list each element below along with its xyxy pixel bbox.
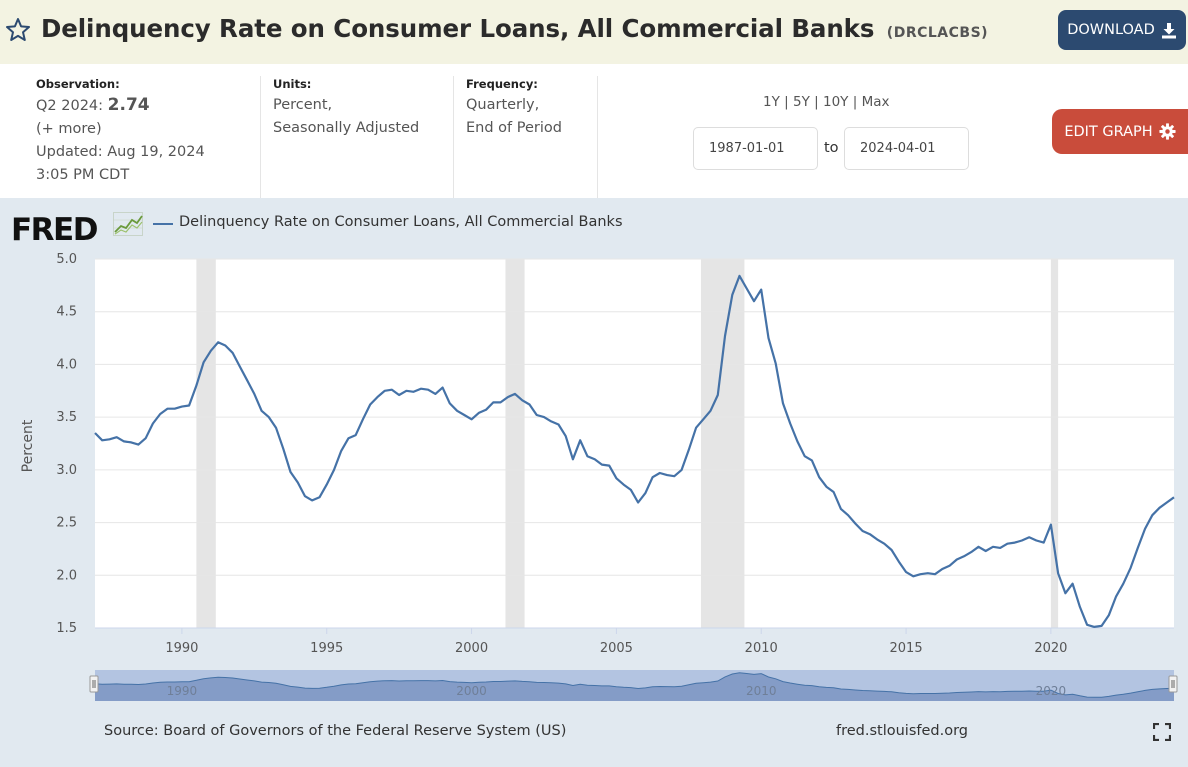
navigator-series-line	[94, 672, 1175, 698]
frequency-block: Frequency: Quarterly, End of Period	[466, 76, 562, 140]
series-meta: Observation: Q2 2024: 2.74 (+ more) Upda…	[0, 64, 1188, 198]
fred-url[interactable]: fred.stlouisfed.org	[836, 723, 969, 739]
series-title: Delinquency Rate on Consumer Loans, All …	[41, 14, 875, 43]
start-date-input[interactable]: 1987-01-01	[693, 127, 818, 170]
y-tick-label: 2.0	[56, 568, 77, 583]
divider	[453, 76, 454, 198]
range-links: 1Y | 5Y | 10Y | Max	[763, 94, 890, 110]
observation-line: Q2 2024: 2.74	[36, 94, 205, 118]
range-5y[interactable]: 5Y	[793, 94, 810, 110]
x-tick-label: 2010	[745, 641, 778, 656]
range-max[interactable]: Max	[861, 94, 890, 110]
units-block: Units: Percent, Seasonally Adjusted	[273, 76, 419, 140]
divider	[597, 76, 598, 198]
title-bar: Delinquency Rate on Consumer Loans, All …	[0, 0, 1188, 64]
navigator-label: 1990	[167, 684, 198, 698]
observation-period: Q2 2024:	[36, 98, 104, 114]
recession-band	[505, 259, 525, 628]
y-tick-label: 3.0	[56, 463, 77, 478]
end-date-input[interactable]: 2024-04-01	[844, 127, 969, 170]
x-tick-label: 2020	[1034, 641, 1067, 656]
y-tick-label: 4.0	[56, 357, 77, 372]
units-label: Units:	[273, 77, 312, 91]
navigator-series-area	[95, 672, 1174, 701]
navigator-handle[interactable]	[1168, 675, 1178, 693]
x-tick-label: 2015	[890, 641, 923, 656]
range-1y[interactable]: 1Y	[763, 94, 780, 110]
observation-label: Observation:	[36, 77, 120, 91]
plot-background	[95, 259, 1174, 628]
recession-band	[196, 259, 216, 628]
navigator-label: 2010	[746, 684, 777, 698]
range-separator: |	[784, 94, 789, 110]
graph-area: FRED Delinquency Rate on Consumer Loans,…	[0, 198, 1188, 767]
y-tick-label: 3.5	[56, 410, 77, 425]
more-link[interactable]: (+ more)	[36, 121, 102, 137]
y-tick-label: 1.5	[56, 621, 77, 636]
range-separator: |	[814, 94, 819, 110]
source-text: Source: Board of Governors of the Federa…	[104, 723, 567, 739]
edit-graph-label: EDIT GRAPH	[1064, 123, 1153, 140]
fred-graph-icon	[113, 212, 143, 236]
x-tick-label: 2005	[600, 641, 633, 656]
frequency-label: Frequency:	[466, 77, 538, 91]
divider	[260, 76, 261, 198]
series-line	[94, 274, 1175, 628]
frequency-line1: Quarterly,	[466, 97, 540, 113]
y-tick-label: 5.0	[56, 252, 77, 267]
x-tick-label: 1995	[310, 641, 343, 656]
fred-logo: FRED	[11, 212, 98, 248]
star-icon[interactable]	[5, 17, 31, 43]
fullscreen-icon[interactable]	[1153, 723, 1171, 741]
navigator-label: 2000	[456, 684, 487, 698]
to-label: to	[824, 140, 839, 156]
edit-graph-button[interactable]: EDIT GRAPH	[1052, 109, 1188, 154]
range-10y[interactable]: 10Y	[823, 94, 849, 110]
frequency-line2: End of Period	[466, 120, 562, 136]
legend-swatch	[153, 223, 173, 225]
download-icon	[1161, 22, 1176, 38]
range-separator: |	[852, 94, 858, 110]
legend-label: Delinquency Rate on Consumer Loans, All …	[179, 214, 623, 230]
page-title: Delinquency Rate on Consumer Loans, All …	[41, 14, 988, 43]
y-tick-label: 2.5	[56, 516, 77, 531]
updated-time: 3:05 PM CDT	[36, 167, 130, 183]
series-code: (DRCLACBS)	[886, 25, 989, 41]
units-line1: Percent,	[273, 97, 333, 113]
x-tick-label: 2000	[455, 641, 488, 656]
navigator-handle[interactable]	[89, 675, 99, 693]
units-line2: Seasonally Adjusted	[273, 120, 420, 136]
recession-band	[700, 259, 745, 628]
x-tick-label: 1990	[165, 641, 198, 656]
y-tick-label: 4.5	[56, 305, 77, 320]
updated-date: Updated: Aug 19, 2024	[36, 144, 205, 160]
navigator-label: 2020	[1036, 684, 1067, 698]
observation-block: Observation: Q2 2024: 2.74 (+ more) Upda…	[36, 76, 205, 187]
line-chart: 1.5 2.0 2.5 3.0 3.5 4.0 4.5 5.0 1990 1995 2000 200…	[56, 252, 1178, 701]
download-button[interactable]: DOWNLOAD	[1058, 10, 1186, 50]
download-label: DOWNLOAD	[1067, 22, 1155, 38]
observation-value: 2.74	[107, 95, 150, 115]
gear-icon	[1159, 123, 1176, 140]
recession-band	[1050, 259, 1059, 628]
